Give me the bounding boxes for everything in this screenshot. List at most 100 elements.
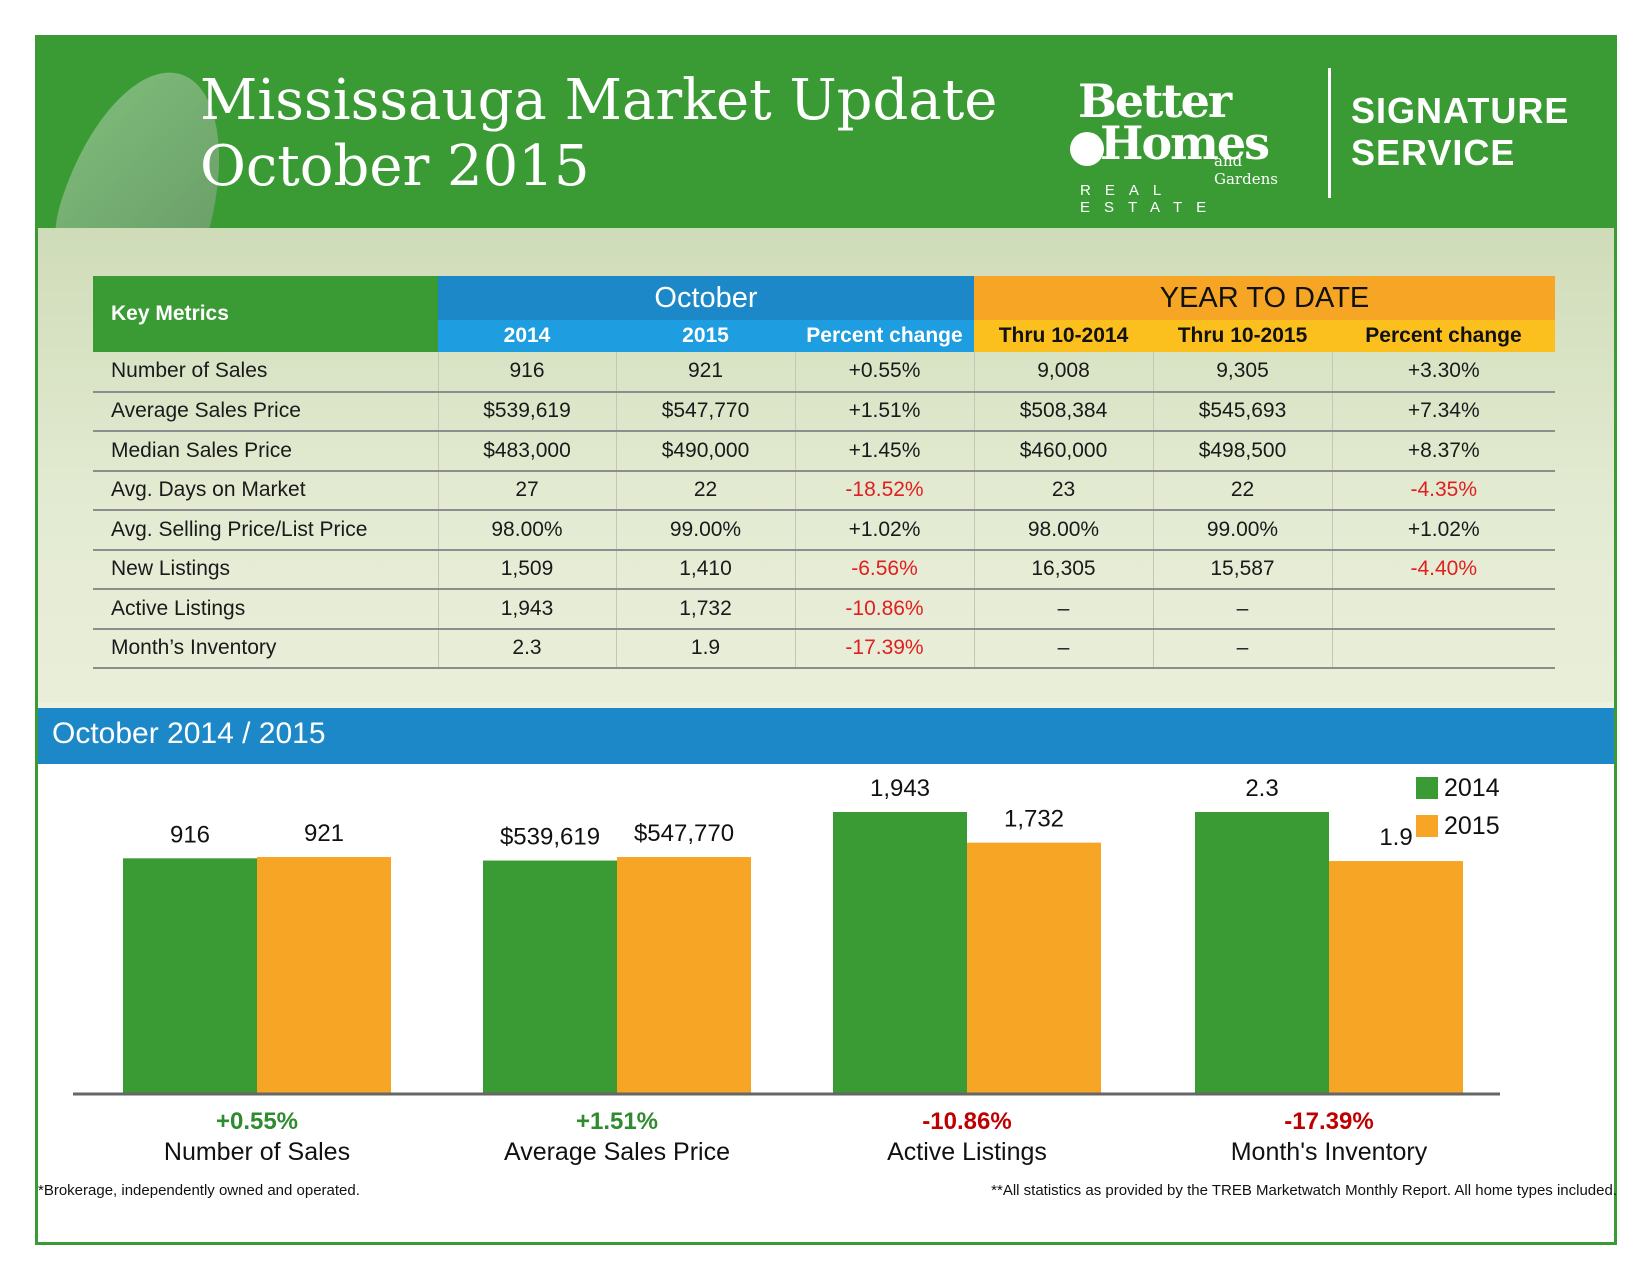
metric-cell: 99.00% <box>616 510 796 551</box>
metric-cell: $547,770 <box>616 391 796 432</box>
logo-divider <box>1328 68 1331 198</box>
chart-section-title: October 2014 / 2015 <box>52 717 326 750</box>
legend-swatch-2014 <box>1416 777 1438 799</box>
metric-cell: $498,500 <box>1153 431 1333 472</box>
metric-cell <box>1332 589 1555 630</box>
metric-cell: 916 <box>438 352 617 393</box>
report-frame: Mississauga Market Update October 2015 B… <box>35 35 1617 1245</box>
metric-cell: 1.9 <box>616 628 796 669</box>
metric-cell: 921 <box>616 352 796 393</box>
metric-label: Avg. Selling Price/List Price <box>93 510 439 551</box>
metric-cell: 27 <box>438 470 617 511</box>
metric-label: Average Sales Price <box>93 391 439 432</box>
metric-cell: -18.52% <box>795 470 975 511</box>
table-row: New Listings 1,509 1,410 -6.56% 16,305 15,587… <box>93 549 1555 590</box>
metric-cell: $490,000 <box>616 431 796 472</box>
metric-cell: -10.86% <box>795 589 975 630</box>
service-line-2: SERVICE <box>1351 132 1516 173</box>
logo-word-homes: Homes <box>1100 116 1270 170</box>
bar-2015-3 <box>1329 861 1463 1094</box>
service-line-1: SIGNATURE <box>1351 90 1570 131</box>
metric-cell: 23 <box>974 470 1154 511</box>
metric-cell: $539,619 <box>438 391 617 432</box>
chart-area: 916 921 +0.55% Number of Sales $539,619 $547,… <box>38 764 1614 1242</box>
page-title: Mississauga Market Update October 2015 <box>200 68 997 200</box>
metric-cell: -4.40% <box>1332 549 1555 590</box>
metric-label: Avg. Days on Market <box>93 470 439 511</box>
metric-cell: 9,008 <box>974 352 1154 393</box>
metric-cell: +1.02% <box>1332 510 1555 551</box>
legend-label: 2014 <box>1444 774 1500 802</box>
subheader-pct-change: Percent change <box>795 320 974 352</box>
metric-cell: 2.3 <box>438 628 617 669</box>
subheader-thru-2015: Thru 10-2015 <box>1153 320 1332 352</box>
chart-section-header: October 2014 / 2015 <box>38 708 1614 764</box>
table-row: Active Listings 1,943 1,732 -10.86% – – <box>93 589 1555 630</box>
metric-cell: – <box>974 628 1154 669</box>
metric-cell: 1,732 <box>616 589 796 630</box>
bar-value-label: 1,732 <box>1004 806 1064 833</box>
bar-value-label: $539,619 <box>500 824 600 851</box>
bar-value-label: 916 <box>170 821 210 848</box>
metric-cell: 1,943 <box>438 589 617 630</box>
table-row: Median Sales Price $483,000 $490,000 +1.45%… <box>93 431 1555 472</box>
title-line-1: Mississauga Market Update <box>200 68 998 133</box>
brand-logo: Better Homes and Gardens REAL ESTATE <box>1070 74 1308 216</box>
bar-2014-0 <box>123 858 257 1094</box>
table-row: Avg. Days on Market 27 22 -18.52% 23 22 -4.35% <box>93 470 1555 511</box>
bar-2014-2 <box>833 812 967 1094</box>
legend-swatch-2015 <box>1416 815 1438 837</box>
subheader-2014: 2014 <box>438 320 616 352</box>
bar-value-label: 1.9 <box>1379 824 1412 851</box>
metric-cell: +0.55% <box>795 352 975 393</box>
bar-2014-3 <box>1195 812 1329 1094</box>
metric-cell: 98.00% <box>438 510 617 551</box>
category-change-label: -17.39% <box>1284 1108 1373 1135</box>
bar-2015-0 <box>257 857 391 1094</box>
metric-label: Number of Sales <box>93 352 439 393</box>
category-change-label: -10.86% <box>922 1108 1011 1135</box>
footer-disclaimer: *Brokerage, independently owned and oper… <box>38 1182 360 1199</box>
category-label: Active Listings <box>887 1138 1047 1166</box>
category-label: Average Sales Price <box>504 1138 730 1166</box>
metric-cell: 99.00% <box>1153 510 1333 551</box>
header-banner: Mississauga Market Update October 2015 B… <box>38 38 1614 238</box>
leaf-icon <box>1070 132 1104 166</box>
metric-cell <box>1332 628 1555 669</box>
metric-label: New Listings <box>93 549 439 590</box>
bar-value-label: $547,770 <box>634 820 734 847</box>
title-line-2: October 2015 <box>200 134 590 199</box>
metric-cell: $508,384 <box>974 391 1154 432</box>
metric-cell: -17.39% <box>795 628 975 669</box>
bar-value-label: 921 <box>304 820 344 847</box>
logo-word-gardens: and Gardens <box>1214 152 1278 188</box>
category-change-label: +1.51% <box>576 1108 658 1135</box>
metric-cell: +1.51% <box>795 391 975 432</box>
metric-cell: +1.02% <box>795 510 975 551</box>
metric-label: Active Listings <box>93 589 439 630</box>
metric-cell: 98.00% <box>974 510 1154 551</box>
metric-cell: – <box>974 589 1154 630</box>
metric-label: Month’s Inventory <box>93 628 439 669</box>
metric-cell: – <box>1153 628 1333 669</box>
category-change-label: +0.55% <box>216 1108 298 1135</box>
key-metrics-table: Key Metrics October YEAR TO DATE 2014 20… <box>93 276 1555 669</box>
metric-label: Median Sales Price <box>93 431 439 472</box>
metric-cell: +7.34% <box>1332 391 1555 432</box>
table-row: Avg. Selling Price/List Price 98.00% 99.00… <box>93 510 1555 551</box>
metric-cell: – <box>1153 589 1333 630</box>
bar-2015-2 <box>967 842 1101 1094</box>
table-row: Average Sales Price $539,619 $547,770 +1.51… <box>93 391 1555 432</box>
metric-cell: 22 <box>616 470 796 511</box>
logo-word-better: Better <box>1078 74 1232 128</box>
metric-cell: +1.45% <box>795 431 975 472</box>
category-label: Month's Inventory <box>1231 1138 1428 1166</box>
metric-cell: $460,000 <box>974 431 1154 472</box>
metric-cell: -4.35% <box>1332 470 1555 511</box>
legend-label: 2015 <box>1444 812 1500 840</box>
table-row: Number of Sales 916 921 +0.55% 9,008 9,305 +3.… <box>93 352 1555 393</box>
metric-cell: +8.37% <box>1332 431 1555 472</box>
category-label: Number of Sales <box>164 1138 350 1166</box>
bar-2014-1 <box>483 860 617 1094</box>
subheader-thru-2014: Thru 10-2014 <box>974 320 1153 352</box>
